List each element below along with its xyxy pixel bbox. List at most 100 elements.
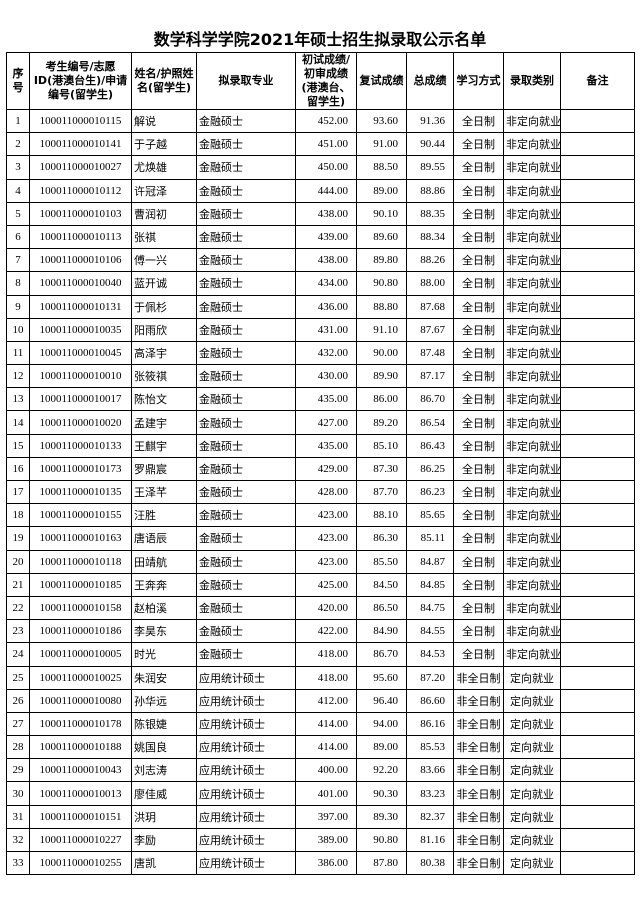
cell: 全日制 [453,108,504,134]
cell: 王麒宇 [131,433,197,458]
cell: 应用统计硕士 [196,665,296,690]
cell: 100011000010080 [29,688,132,713]
cell: 420.00 [295,595,357,621]
cell: 高泽宇 [131,340,197,366]
cell: 全日制 [453,410,504,435]
cell: 100011000010035 [29,317,132,342]
empty-cell [560,781,635,806]
cell: 全日制 [453,132,504,157]
cell: 应用统计硕士 [196,850,296,876]
cell: 11 [6,340,30,366]
cell: 90.80 [356,827,407,853]
header-row: 序号 考生编号/志愿ID(港澳台生)/申请编号(留学生) 姓名/护照姓名(留学生) 拟… [6,52,635,110]
cell: 张祺 [131,224,197,250]
cell: 定向就业 [503,804,561,829]
cell: 于子越 [131,132,197,157]
table-row: 18 100011000010155 汪胜 金融硕士 423.00 88.10 85.65 全… [6,503,635,528]
cell: 金融硕士 [196,642,296,667]
cell: 非定向就业 [503,155,561,180]
cell: 全日制 [453,549,504,574]
cell: 应用统计硕士 [196,804,296,829]
cell: 刘志涛 [131,758,197,783]
cell: 84.53 [406,642,454,667]
cell: 90.30 [356,781,407,806]
cell: 96.40 [356,688,407,713]
table-row: 16 100011000010173 罗鼎宸 金融硕士 429.00 87.30 86.25… [6,456,635,482]
cell: 100011000010135 [29,479,132,505]
cell: 100011000010010 [29,364,132,389]
empty-cell [560,549,635,574]
cell: 唐语辰 [131,526,197,551]
cell: 非定向就业 [503,433,561,458]
cell: 定向就业 [503,758,561,783]
empty-cell [560,364,635,389]
cell: 432.00 [295,340,357,366]
empty-cell [560,294,635,319]
cell: 86.70 [406,387,454,412]
cell: 孙华远 [131,688,197,713]
cell: 100011000010133 [29,433,132,458]
cell: 422.00 [295,619,357,644]
column-header: 录取类别 [503,52,561,110]
table-row: 10 100011000010035 阳雨欣 金融硕士 431.00 91.10 87.67… [6,317,635,342]
cell: 451.00 [295,132,357,157]
table-row: 5 100011000010103 曹润初 金融硕士 438.00 90.10 88.35 全… [6,201,635,226]
cell: 90.44 [406,132,454,157]
table-row: 8 100011000010040 蓝开诚 金融硕士 434.00 90.80 88.00 全… [6,271,635,296]
cell: 王奔奔 [131,572,197,597]
cell: 尤焕雄 [131,155,197,180]
cell: 全日制 [453,317,504,342]
cell: 414.00 [295,711,357,737]
cell: 18 [6,503,30,528]
cell: 唐凯 [131,850,197,876]
cell: 100011000010227 [29,827,132,853]
cell: 王泽芊 [131,479,197,505]
cell: 431.00 [295,317,357,342]
cell: 85.10 [356,433,407,458]
cell: 87.67 [406,317,454,342]
empty-cell [560,456,635,482]
empty-cell [560,387,635,412]
cell: 100011000010045 [29,340,132,366]
cell: 金融硕士 [196,132,296,157]
table-row: 12 100011000010010 张筱祺 金融硕士 430.00 89.90 87.17… [6,364,635,389]
cell: 100011000010027 [29,155,132,180]
cell: 89.60 [356,224,407,250]
cell: 21 [6,572,30,597]
cell: 84.55 [406,619,454,644]
cell: 于佩杉 [131,294,197,319]
cell: 85.50 [356,549,407,574]
empty-cell [560,804,635,829]
table-row: 30 100011000010013 廖佳威 应用统计硕士 401.00 90.30 83.… [6,781,635,806]
cell: 定向就业 [503,665,561,690]
cell: 423.00 [295,503,357,528]
empty-cell [560,178,635,203]
cell: 应用统计硕士 [196,781,296,806]
empty-cell [560,503,635,528]
cell: 87.68 [406,294,454,319]
cell: 金融硕士 [196,364,296,389]
cell: 应用统计硕士 [196,688,296,713]
cell: 100011000010025 [29,665,132,690]
cell: 非定向就业 [503,479,561,505]
cell: 87.20 [406,665,454,690]
cell: 陈银婕 [131,711,197,737]
cell: 1 [6,108,30,134]
cell: 20 [6,549,30,574]
cell: 非全日制 [453,665,504,690]
cell: 非定向就业 [503,317,561,342]
table-row: 26 100011000010080 孙华远 应用统计硕士 412.00 96.40 86.… [6,688,635,713]
cell: 86.50 [356,595,407,621]
cell: 22 [6,595,30,621]
cell: 89.00 [356,178,407,203]
cell: 定向就业 [503,850,561,876]
cell: 88.10 [356,503,407,528]
cell: 金融硕士 [196,433,296,458]
cell: 全日制 [453,479,504,505]
cell: 非全日制 [453,804,504,829]
cell: 2 [6,132,30,157]
table-row: 20 100011000010118 田靖航 金融硕士 423.00 85.50 84.87… [6,549,635,574]
cell: 100011000010106 [29,248,132,273]
cell: 全日制 [453,503,504,528]
